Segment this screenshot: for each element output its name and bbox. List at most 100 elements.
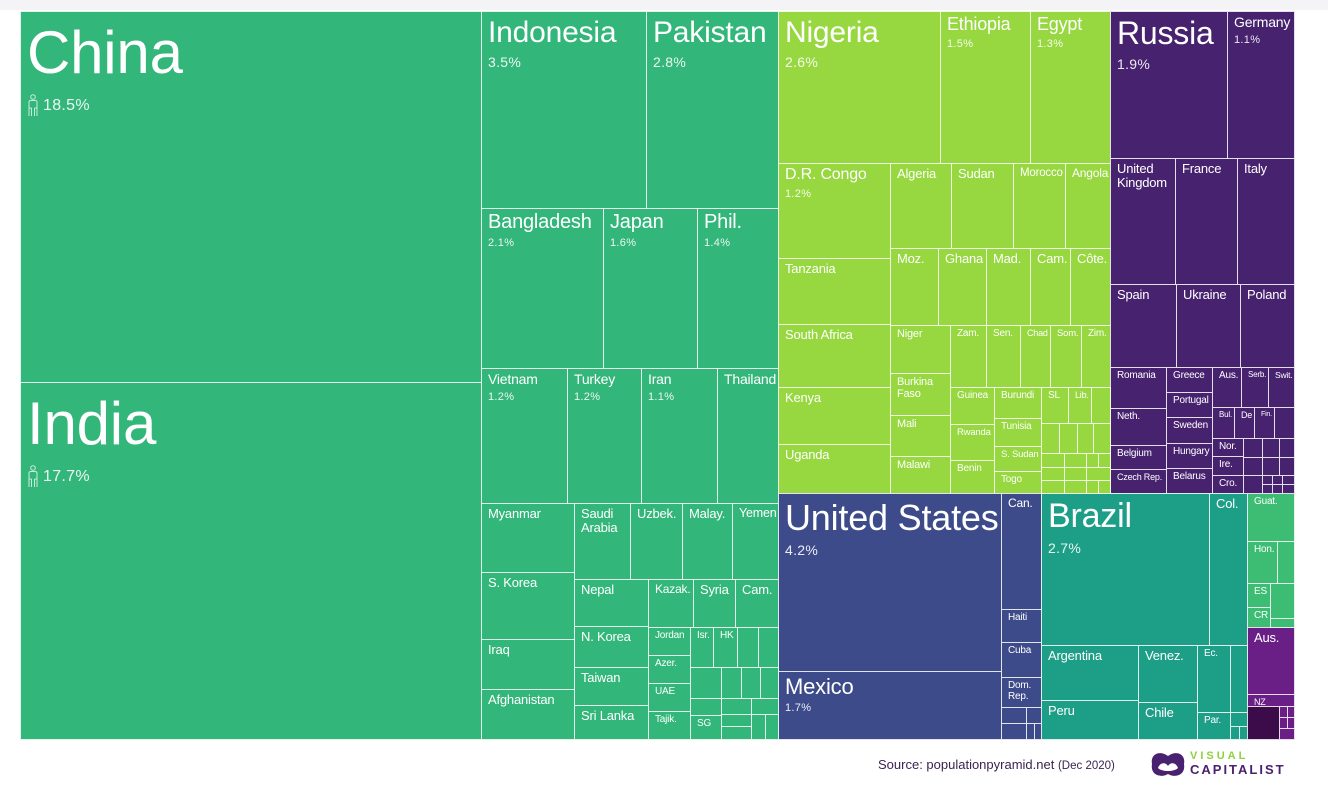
cell-label: Pakistan — [653, 16, 767, 49]
treemap-cell-unlabeled-asia — [721, 667, 742, 699]
treemap-cell-unlabeled-north-america — [1026, 707, 1042, 724]
cell-label: France — [1182, 161, 1222, 176]
treemap-cell-malay-asia: Malay. — [682, 503, 733, 580]
cell-text-group: Brazil 2.7% — [1048, 498, 1207, 556]
cell-text-group: Cro. — [1219, 478, 1241, 490]
cell-label: Neth. — [1117, 411, 1140, 422]
cell-text-group: Ec. — [1204, 648, 1228, 660]
treemap-cell-guinea-africa: Guinea — [950, 387, 995, 425]
treemap-cell-sen-africa: Sen. — [986, 325, 1021, 388]
cell-label: Germany — [1234, 14, 1291, 30]
treemap-cell-s-korea-asia: S. Korea — [481, 572, 575, 640]
cell-label: Guinea — [957, 390, 989, 401]
cell-text-group: Japan 1.6% — [610, 211, 695, 250]
cell-label: Belarus — [1173, 471, 1206, 482]
cell-label: Ukraine — [1183, 287, 1227, 302]
cell-label: CR — [1254, 610, 1269, 621]
cell-label: Japan — [610, 211, 664, 233]
treemap-cell-nigeria-africa: Nigeria 2.6% — [778, 11, 941, 164]
logo-mark-icon — [1151, 753, 1185, 776]
cell-label: Som. — [1057, 328, 1079, 339]
cell-text-group: Uganda — [785, 448, 888, 462]
treemap-cell-germany-europe: Germany 1.1% — [1227, 11, 1295, 159]
treemap-cell-unlabeled-asia — [760, 667, 779, 699]
cell-text-group: SG — [697, 718, 719, 730]
cell-label: Mad. — [993, 251, 1022, 266]
cell-label: Phil. — [704, 211, 742, 233]
cell-text-group: De — [1241, 410, 1253, 420]
treemap-cell-unlabeled-europe — [1262, 457, 1280, 476]
treemap-cell-azer-asia: Azer. — [648, 655, 691, 684]
cell-label: Zam. — [957, 328, 979, 339]
cell-text-group: Algeria — [897, 167, 949, 181]
treemap-cell-aus-europe: Aus. — [1212, 367, 1242, 408]
cell-text-group: Haiti — [1008, 612, 1039, 624]
treemap-cell-unlabeled-africa — [1064, 480, 1087, 494]
treemap-cell-kenya-africa: Kenya — [778, 387, 891, 445]
cell-label: Poland — [1247, 287, 1287, 302]
cell-label: Italy — [1244, 161, 1267, 176]
treemap-cell-ec-south-america: Ec. — [1197, 645, 1231, 713]
cell-text-group: Phil. 1.4% — [704, 211, 776, 250]
cell-text-group: Dom. Rep. — [1008, 680, 1039, 702]
treemap-cell-unlabeled-africa — [1064, 467, 1087, 481]
treemap-cell-serb-europe: Serb. — [1241, 367, 1269, 408]
treemap-cell-bul-europe: Bul. — [1212, 407, 1235, 439]
cell-label: Angola — [1072, 166, 1109, 180]
cell-label: Bangladesh — [488, 211, 592, 233]
treemap-cell-unlabeled-africa — [1041, 467, 1065, 481]
cell-label: Isr. — [697, 630, 710, 641]
treemap-cell-russia-europe: Russia 1.9% — [1110, 11, 1228, 159]
cell-text-group: Greece — [1173, 370, 1210, 382]
cell-text-group: United States 4.2% — [785, 499, 999, 558]
cell-text-group: Afghanistan — [488, 693, 572, 707]
treemap-cell-neth-europe: Neth. — [1110, 408, 1167, 446]
cell-text-group: Argentina — [1048, 649, 1136, 663]
cell-text-group: Portugal — [1173, 395, 1210, 407]
cell-label: HK — [720, 630, 734, 641]
treemap-cell-sudan-africa: Sudan — [951, 163, 1014, 249]
cell-share: 1.7% — [785, 702, 812, 715]
cell-text-group: Lib. — [1075, 390, 1089, 400]
cell-label: Zim. — [1088, 328, 1107, 339]
source-date: (Dec 2020) — [1057, 760, 1115, 772]
treemap-cell-yemen-asia: Yemen — [732, 503, 779, 580]
treemap-cell-unlabeled-africa — [1041, 423, 1060, 454]
cell-label: India — [27, 390, 157, 457]
treemap-cell-saudi-arabia-asia: Saudi Arabia — [574, 503, 631, 580]
cell-label: Yemen — [739, 506, 777, 520]
treemap-cell-benin-africa: Benin — [950, 460, 995, 494]
cell-text-group: Bangladesh 2.1% — [488, 211, 601, 250]
treemap-cell-india-asia: India 17.7% — [20, 382, 482, 740]
cell-share-value: 18.5% — [43, 97, 90, 115]
treemap-cell-morocco-africa: Morocco — [1013, 163, 1066, 249]
cell-label: Portugal — [1173, 395, 1209, 406]
source-text: Source: populationpyramid.net — [878, 757, 1055, 772]
cell-label: Syria — [700, 582, 729, 597]
cell-text-group: D.R. Congo 1.2% — [785, 166, 888, 200]
cell-text-group: Sen. — [993, 328, 1018, 340]
cell-text-group: Malay. — [689, 507, 730, 521]
cell-share-value: 17.7% — [43, 468, 90, 486]
cell-label: De — [1241, 410, 1253, 420]
cell-text-group: Peru — [1048, 704, 1136, 718]
cell-text-group: Poland — [1247, 288, 1292, 302]
cell-text-group: Egypt 1.3% — [1037, 15, 1108, 50]
cell-label: Afghanistan — [488, 692, 555, 707]
cell-label: ES — [1254, 586, 1267, 597]
cell-text-group: Azer. — [655, 658, 688, 670]
cell-label: Uzbek. — [637, 506, 677, 521]
cell-text-group: Vietnam 1.2% — [488, 372, 565, 403]
treemap-cell-unlabeled-oceania-dark — [1247, 706, 1280, 740]
treemap-cell-unlabeled-asia — [741, 667, 761, 699]
cell-label: Iraq — [488, 642, 510, 657]
cell-label: Burundi — [1001, 390, 1035, 401]
cell-text-group: Zim. — [1088, 328, 1108, 340]
treemap-cell-ghana-africa: Ghana — [938, 248, 987, 326]
visual-capitalist-logo: VISUAL CAPITALIST — [1148, 748, 1284, 780]
cell-text-group: UAE — [655, 686, 688, 698]
treemap-cell-aus-oceania: Aus. — [1247, 627, 1295, 695]
cell-text-group: Zam. — [957, 328, 984, 340]
cell-label: SL — [1048, 390, 1060, 401]
cell-label: S. Sudan — [1001, 449, 1039, 460]
